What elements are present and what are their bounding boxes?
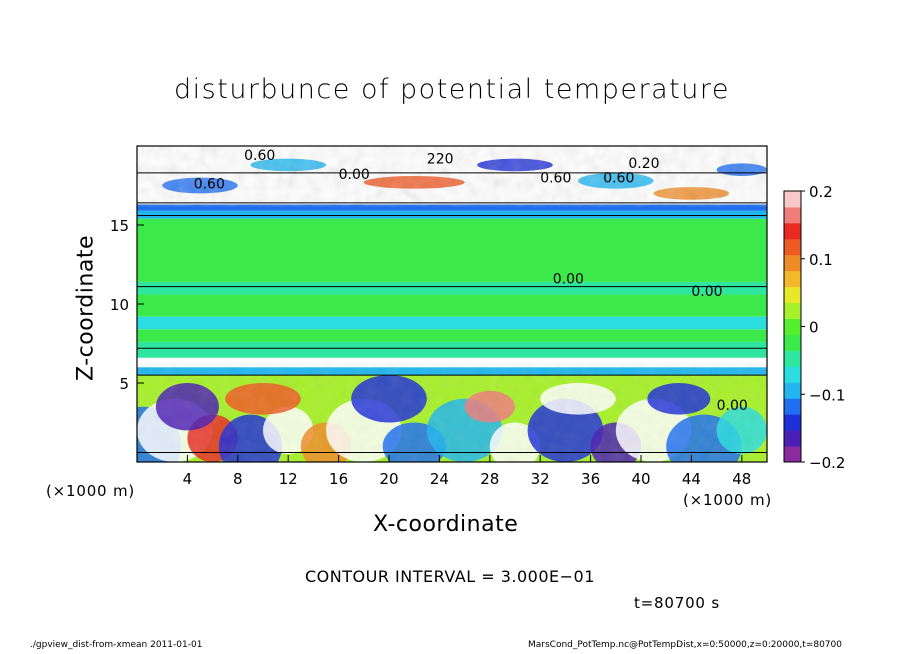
field-band <box>137 316 767 330</box>
colorbar-swatch <box>784 286 801 304</box>
field-band <box>137 329 767 342</box>
colorbar-tick-label: −0.2 <box>809 454 845 472</box>
field-band <box>137 341 767 358</box>
x-tick-label: 4 <box>183 470 193 488</box>
colorbar-swatch <box>784 366 801 383</box>
x-tick-label: 16 <box>329 470 348 488</box>
contour-interval-label: CONTOUR INTERVAL = 3.000E−01 <box>305 567 595 586</box>
y-tick-label: 5 <box>119 375 129 393</box>
time-label: t=80700 s <box>634 594 720 612</box>
field-band <box>137 281 767 295</box>
x-axis: 4 8 12 16 20 24 28 32 36 40 44 48 <box>183 455 751 488</box>
x-tick-label: 32 <box>531 470 550 488</box>
field-band <box>137 357 767 368</box>
x-axis-unit: (×1000 m) <box>683 491 773 509</box>
colorbar-swatch <box>784 222 801 240</box>
colorbar-swatch <box>784 334 801 351</box>
x-tick-label: 40 <box>631 470 650 488</box>
colorbar-swatch <box>784 318 801 335</box>
field-band <box>137 204 767 211</box>
colorbar-swatch <box>784 414 801 431</box>
field-band <box>137 294 767 317</box>
x-tick-label: 20 <box>379 470 398 488</box>
colorbar-swatch <box>784 254 801 272</box>
contour-label: 0.00 <box>553 271 584 287</box>
contour-label: 0.00 <box>691 284 722 300</box>
contour-label: 0.60 <box>194 177 225 193</box>
contour-texture <box>137 364 767 462</box>
x-tick-label: 44 <box>682 470 701 488</box>
x-tick-label: 12 <box>279 470 298 488</box>
colorbar-tick-label: −0.1 <box>809 386 845 404</box>
x-tick-label: 48 <box>732 470 751 488</box>
footer-left-text: ./gpview_dist-from-xmean 2011-01-01 <box>30 640 203 650</box>
colorbar-swatch <box>784 398 801 415</box>
x-tick-label: 24 <box>430 470 449 488</box>
y-axis-label: Z-coordinate <box>73 235 99 381</box>
colorbar: 0.2 0.1 0 −0.1 −0.2 <box>783 183 845 472</box>
colorbar-tick-label: 0.1 <box>809 251 833 269</box>
x-tick-label: 8 <box>233 470 243 488</box>
contour-label: 0.00 <box>717 398 748 414</box>
field-band <box>137 210 767 219</box>
y-tick-label: 15 <box>110 217 129 235</box>
contour-label: 0.60 <box>540 170 571 186</box>
contour-label: 0.00 <box>339 167 370 183</box>
y-axis-unit: (×1000 m) <box>46 482 136 500</box>
field-band <box>137 218 767 282</box>
colorbar-swatch <box>784 446 801 463</box>
colorbar-swatch <box>784 430 801 447</box>
y-axis: 5 10 15 <box>110 217 144 393</box>
colorbar-swatch <box>784 382 801 399</box>
contour-texture <box>137 146 767 207</box>
footer-right-text: MarsCond_PotTemp.nc@PotTempDist,x=0:5000… <box>528 640 842 650</box>
contour-label: 0.20 <box>628 156 659 172</box>
chart-title: disturbunce of potential temperature <box>174 74 730 105</box>
colorbar-swatch <box>784 206 801 224</box>
colorbar-swatch <box>784 302 801 320</box>
contour-label: 0.60 <box>244 148 275 164</box>
colorbar-swatch <box>784 270 801 288</box>
x-tick-label: 36 <box>581 470 600 488</box>
colorbar-tick-label: 0 <box>809 319 819 337</box>
colorbar-tick-label: 0.2 <box>809 183 833 201</box>
x-axis-label: X-coordinate <box>373 512 519 537</box>
colorbar-swatch <box>784 238 801 256</box>
y-tick-label: 10 <box>110 296 129 314</box>
colorbar-swatch <box>784 350 801 367</box>
x-tick-label: 28 <box>480 470 499 488</box>
contour-label: 0.60 <box>603 170 634 186</box>
colorbar-swatch <box>784 191 801 208</box>
contour-label: 220 <box>427 151 454 167</box>
